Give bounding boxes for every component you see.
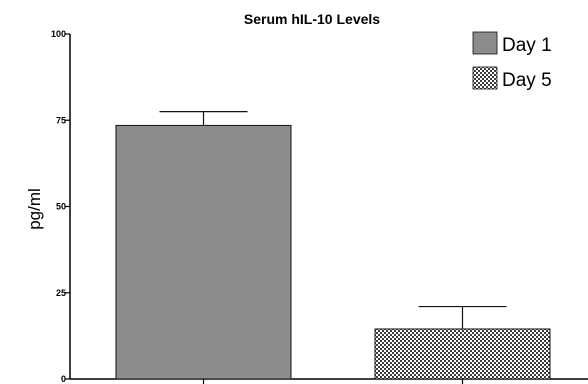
legend-label: Day 5: [502, 70, 552, 91]
bars: [116, 112, 550, 384]
legend-swatch: [473, 67, 497, 89]
y-tick-label: 100: [51, 29, 66, 39]
y-tick-label: 50: [56, 202, 66, 212]
legend-label: Day 1: [502, 35, 552, 56]
y-tick-label: 0: [61, 374, 66, 384]
legend-swatch: [473, 32, 497, 54]
bar-day-1: [116, 125, 291, 379]
chart-title: Serum hIL-10 Levels: [244, 11, 380, 27]
y-tick-label: 75: [56, 115, 66, 125]
legend: Day 1 Day 5: [473, 32, 552, 91]
y-tick-label: 25: [56, 288, 66, 298]
bar-day-5: [375, 329, 550, 379]
y-axis-label: pg/ml: [25, 188, 44, 230]
